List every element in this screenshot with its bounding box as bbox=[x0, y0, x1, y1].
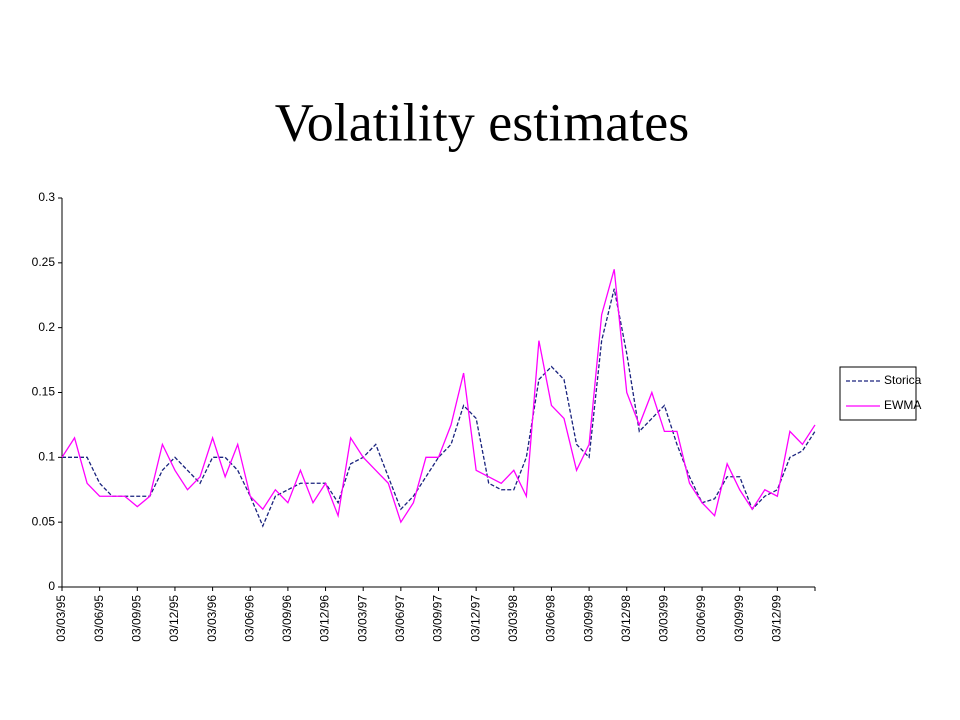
x-tick-label: 03/12/99 bbox=[770, 595, 784, 642]
x-tick-label: 03/06/99 bbox=[694, 595, 708, 642]
chart-title: Volatility estimates bbox=[275, 92, 689, 152]
x-tick-label: 03/12/98 bbox=[619, 595, 633, 642]
x-tick-label: 03/12/96 bbox=[318, 595, 332, 642]
x-tick-label: 03/09/99 bbox=[732, 595, 746, 642]
x-tick-label: 03/03/99 bbox=[657, 595, 671, 642]
x-tick-label: 03/12/97 bbox=[468, 595, 482, 642]
x-tick-label: 03/09/98 bbox=[581, 595, 595, 642]
legend-label: Storica bbox=[884, 373, 922, 387]
x-tick-label: 03/06/95 bbox=[92, 595, 106, 642]
y-tick-label: 0.3 bbox=[38, 190, 55, 204]
x-tick-label: 03/12/95 bbox=[167, 595, 181, 642]
legend-box bbox=[839, 366, 917, 421]
x-tick-label: 03/09/95 bbox=[129, 595, 143, 642]
y-tick-label: 0 bbox=[48, 579, 55, 593]
x-tick-label: 03/06/97 bbox=[393, 595, 407, 642]
x-tick-label: 03/09/97 bbox=[431, 595, 445, 642]
y-tick-label: 0.1 bbox=[38, 450, 55, 464]
x-tick-label: 03/03/95 bbox=[54, 595, 68, 642]
y-tick-label: 0.25 bbox=[32, 255, 56, 269]
y-tick-label: 0.15 bbox=[32, 385, 56, 399]
y-tick-label: 0.2 bbox=[38, 320, 55, 334]
x-tick-label: 03/06/98 bbox=[544, 595, 558, 642]
legend-label: EWMA bbox=[884, 398, 921, 412]
x-tick-label: 03/03/96 bbox=[205, 595, 219, 642]
series-line bbox=[61, 269, 816, 524]
x-tick-label: 03/03/97 bbox=[355, 595, 369, 642]
y-tick-label: 0.05 bbox=[32, 514, 56, 528]
x-tick-label: 03/09/96 bbox=[280, 595, 294, 642]
x-tick-label: 03/06/96 bbox=[242, 595, 256, 642]
x-tick-label: 03/03/98 bbox=[506, 595, 520, 642]
series-line bbox=[62, 288, 816, 528]
